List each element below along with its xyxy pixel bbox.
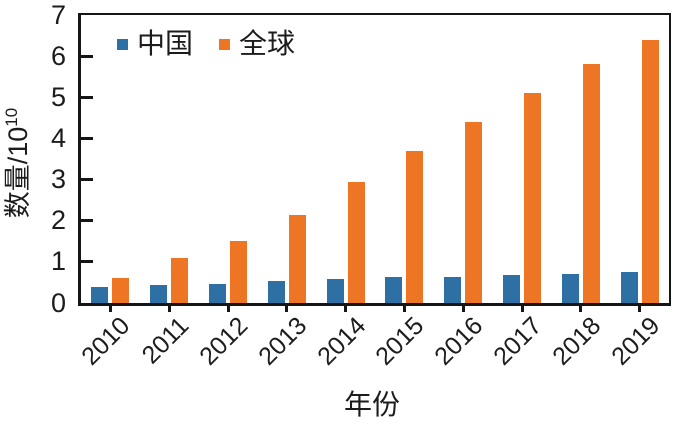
y-tick-mark — [81, 95, 93, 99]
x-tick-label: 2010 — [76, 311, 136, 371]
y-tick-mark — [81, 178, 93, 182]
bar-2017 — [523, 93, 541, 303]
legend-label-global: 全球 — [239, 28, 296, 59]
x-tick-label: 2016 — [429, 311, 489, 371]
bar-2018 — [561, 274, 579, 303]
y-tick-mark — [81, 54, 93, 58]
bar-group-2019 — [620, 40, 659, 303]
y-tick-label: 1 — [50, 246, 66, 277]
bar-group-2018 — [561, 64, 600, 303]
bar-2011 — [150, 285, 168, 303]
bar-group-2013 — [267, 215, 306, 303]
bar-group-2011 — [150, 258, 189, 303]
x-tick-mark — [461, 306, 465, 312]
bar-2016 — [465, 122, 483, 303]
bar-2019 — [620, 272, 638, 303]
y-tick-label: 3 — [50, 164, 66, 195]
bar-2014 — [347, 182, 365, 303]
bar-group-2015 — [385, 151, 424, 303]
bar-group-2014 — [326, 182, 365, 303]
y-tick-label: 7 — [50, 0, 66, 30]
y-tick-label: 4 — [50, 122, 66, 153]
x-tick-mark — [344, 306, 348, 312]
x-tick-label: 2014 — [311, 311, 371, 371]
y-tick-mark — [81, 219, 93, 223]
bars-container — [81, 15, 669, 303]
y-tick-label: 6 — [50, 40, 66, 71]
x-tick-mark — [579, 306, 583, 312]
bar-2018 — [582, 64, 600, 303]
x-tick-label: 2017 — [488, 311, 548, 371]
y-tick-mark — [81, 136, 93, 140]
x-tick-mark — [167, 306, 171, 312]
x-tick-mark — [638, 306, 642, 312]
x-tick-label: 2012 — [194, 311, 254, 371]
y-tick-mark — [81, 260, 93, 264]
x-tick-label: 2013 — [253, 311, 313, 371]
x-tick-label: 2011 — [136, 311, 195, 370]
x-axis-title: 年份 — [343, 389, 400, 420]
x-tick-mark — [520, 306, 524, 312]
bar-2012 — [208, 284, 226, 303]
x-tick-label: 2019 — [605, 311, 665, 371]
legend-label-china: 中国 — [137, 28, 194, 59]
bar-2010 — [91, 287, 109, 303]
bar-2015 — [406, 151, 424, 303]
bar-2013 — [267, 281, 285, 303]
legend-swatch-china — [117, 38, 128, 50]
x-tick-mark — [108, 306, 112, 312]
bar-2015 — [385, 277, 403, 303]
bar-2011 — [171, 258, 189, 303]
bar-group-2017 — [502, 93, 541, 303]
y-tick-label: 5 — [50, 81, 66, 112]
x-tick-label: 2015 — [370, 311, 430, 371]
bar-group-2016 — [444, 122, 483, 303]
x-tick-mark — [226, 306, 230, 312]
bar-2019 — [641, 40, 659, 303]
x-tick-mark — [285, 306, 289, 312]
bar-2017 — [502, 275, 520, 303]
bar-group-2012 — [208, 241, 247, 303]
y-tick-label: 0 — [50, 287, 66, 318]
bar-2010 — [112, 278, 130, 303]
bar-2012 — [229, 241, 247, 303]
bar-2016 — [444, 277, 462, 303]
x-tick-mark — [402, 306, 406, 312]
legend-swatch-global — [219, 38, 231, 50]
bar-group-2010 — [91, 278, 130, 303]
bar-2013 — [288, 215, 306, 303]
plot-area: 中国 全球 — [78, 13, 671, 306]
bar-2014 — [326, 279, 344, 303]
y-tick-label: 2 — [50, 205, 66, 236]
legend: 中国 全球 — [117, 30, 295, 58]
x-tick-label: 2018 — [547, 311, 607, 371]
